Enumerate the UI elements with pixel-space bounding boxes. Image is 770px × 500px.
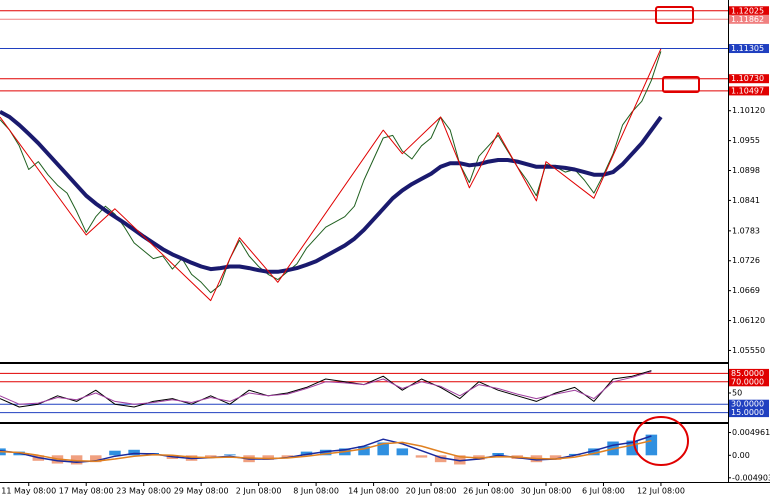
level-label-box xyxy=(729,44,769,54)
y-tick-label: 1.0669 xyxy=(732,286,760,295)
x-tick-label: 29 May 08:00 xyxy=(174,487,229,496)
histogram-bar xyxy=(434,455,447,463)
histogram-bar xyxy=(588,448,600,456)
y-tick-label: 1.10120 xyxy=(732,106,765,115)
histogram-bar xyxy=(70,455,83,465)
x-tick-label: 12 Jul 08:00 xyxy=(637,487,685,496)
histogram-bar xyxy=(300,451,313,456)
histogram-bar xyxy=(549,455,562,460)
histogram-bar xyxy=(626,440,638,456)
x-tick-label: 17 May 08:00 xyxy=(59,487,114,496)
histogram-bar xyxy=(454,455,466,465)
x-tick-label: 23 May 08:00 xyxy=(116,487,171,496)
histogram-bar xyxy=(204,455,217,458)
y-tick-label: 1.0726 xyxy=(732,256,760,265)
highlight-circle xyxy=(633,416,689,466)
level-label-box xyxy=(729,368,769,378)
level-label-box xyxy=(729,74,769,84)
histogram-bar xyxy=(415,455,428,458)
histogram-bar xyxy=(377,442,389,456)
histogram-bar xyxy=(109,450,121,456)
histogram-bar xyxy=(224,454,236,456)
series-line xyxy=(0,371,652,405)
histogram-bar xyxy=(281,455,294,458)
x-tick-label: 26 Jun 08:00 xyxy=(463,487,514,496)
histogram-bar xyxy=(319,449,332,456)
y-tick-label: 1.0898 xyxy=(732,166,760,175)
level-label-box xyxy=(729,86,769,96)
x-tick-label: 2 Jun 08:00 xyxy=(236,487,282,496)
x-tick-label: 11 May 08:00 xyxy=(1,487,56,496)
series-line xyxy=(0,435,652,463)
histogram-bar xyxy=(262,455,274,460)
y-tick-label: 50 xyxy=(732,389,742,398)
level-label: 1.10497 xyxy=(731,86,764,95)
y-tick-label: 1.0955 xyxy=(732,136,760,145)
plot: 1.05550 1.06120 1.0669 1.0726 1.0783 1.0841 1.… xyxy=(0,6,770,496)
level-label: 1.12025 xyxy=(731,6,764,15)
highlight-box xyxy=(655,6,694,24)
series-line xyxy=(0,48,662,302)
level-label: 30.0000 xyxy=(731,400,764,409)
histogram-bar xyxy=(396,448,409,456)
level-label: 1.11305 xyxy=(731,44,764,53)
y-tick-label: 1.0783 xyxy=(732,226,760,235)
histogram-bar xyxy=(358,446,370,456)
level-label: 1.11862 xyxy=(731,15,764,24)
y-tick-label: -0.004903 xyxy=(732,473,770,482)
level-label-box xyxy=(729,408,769,418)
x-tick-label: 14 Jun 08:00 xyxy=(348,487,399,496)
highlight-box xyxy=(662,76,700,93)
level-label: 85.0000 xyxy=(731,369,764,378)
histogram-bar xyxy=(128,449,140,456)
histogram-bar xyxy=(645,434,658,456)
x-tick-label: 8 Jun 08:00 xyxy=(293,487,339,496)
level-label: 70.0000 xyxy=(731,377,764,386)
y-tick-label: 1.05550 xyxy=(732,346,765,355)
y-tick-label: 0.0049617 xyxy=(732,428,770,437)
y-tick-label: 1.0841 xyxy=(732,196,760,205)
series-line xyxy=(0,439,652,463)
x-tick-label: 6 Jul 08:00 xyxy=(582,487,625,496)
level-label-box xyxy=(729,14,769,24)
x-tick-label: 30 Jun 08:00 xyxy=(521,487,572,496)
y-tick-label: 0.00 xyxy=(732,451,750,460)
level-label-box xyxy=(729,6,769,16)
x-tick-label: 20 Jun 08:00 xyxy=(406,487,457,496)
level-label-box xyxy=(729,399,769,409)
y-tick-label: 1.06120 xyxy=(732,316,765,325)
histogram-bar xyxy=(90,455,102,463)
series-line xyxy=(0,370,652,408)
level-label: 1.10730 xyxy=(731,74,764,83)
level-label: 15.0000 xyxy=(731,408,764,417)
level-label-box xyxy=(729,377,769,387)
histogram-bar xyxy=(492,453,504,456)
